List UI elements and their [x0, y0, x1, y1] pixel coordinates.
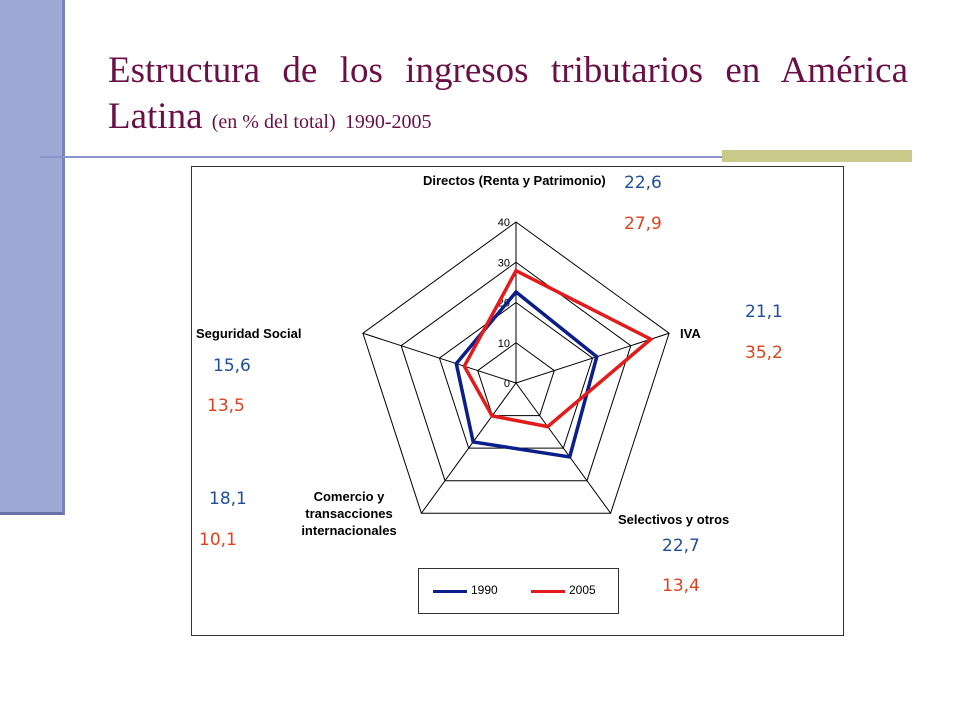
series-point-1990-2	[568, 455, 572, 459]
series-point-2005-1	[649, 337, 653, 341]
series-point-2005-3	[490, 414, 494, 418]
title-years: 1990-2005	[344, 111, 432, 133]
axis-label-selectivos: Selectivos y otros	[618, 512, 730, 527]
series-point-1990-0	[514, 290, 518, 294]
axis-spoke-3	[420, 382, 517, 514]
legend-label-1990: 1990	[471, 583, 498, 597]
legend-swatch-2005	[531, 590, 565, 593]
grid-ring-10	[477, 342, 555, 417]
value-2005-directos: 27,9	[624, 214, 662, 234]
axis-spoke-1	[515, 332, 670, 384]
title-subtitle: (en % del total)	[211, 111, 336, 133]
axis-label-iva: IVA	[680, 326, 701, 341]
value-2005-selectivos: 13,4	[662, 576, 700, 596]
axis-spoke-4	[362, 332, 517, 384]
title-main: Estructura de los ingresos tributarios e…	[108, 50, 908, 137]
axis-label-directos: Directos (Renta y Patrimonio)	[423, 173, 606, 188]
value-2005-iva: 35,2	[745, 343, 783, 363]
value-1990-comercio: 18,1	[209, 489, 247, 509]
tick-label-30: 30	[498, 257, 510, 269]
grid-ring-30	[400, 261, 632, 482]
series-point-2005-2	[546, 425, 550, 429]
axis-spoke-2	[515, 382, 612, 514]
series-point-1990-3	[471, 440, 475, 444]
value-2005-seguridad-social: 13,5	[207, 396, 245, 416]
tick-label-0: 0	[504, 378, 510, 390]
series-line-1990	[454, 289, 599, 459]
decorative-left-bar	[0, 0, 65, 515]
series-line-2005	[462, 268, 654, 429]
value-1990-seguridad-social: 15,6	[213, 356, 251, 376]
axis-label-seguridad-social: Seguridad Social	[196, 326, 302, 341]
legend-swatch-1990	[433, 590, 467, 593]
tick-label-10: 10	[498, 338, 510, 350]
axis-label-comercio: Comercio y transacciones internacionales	[301, 489, 397, 538]
chart-legend: 1990 2005	[418, 568, 619, 614]
series-point-2005-0	[514, 269, 518, 273]
slide-title: Estructura de los ingresos tributarios e…	[108, 48, 908, 145]
value-1990-iva: 21,1	[745, 302, 783, 322]
legend-label-2005: 2005	[569, 583, 596, 597]
value-2005-comercio: 10,1	[199, 530, 237, 550]
tick-label-40: 40	[498, 217, 510, 229]
title-divider	[40, 156, 910, 158]
radar-chart-frame	[191, 166, 844, 636]
value-1990-directos: 22,6	[624, 173, 662, 193]
series-point-2005-4	[462, 364, 466, 368]
series-point-1990-4	[454, 362, 458, 366]
series-point-1990-1	[595, 355, 599, 359]
value-1990-selectivos: 22,7	[662, 536, 700, 556]
grid-ring-40	[362, 221, 670, 514]
title-divider-accent	[722, 150, 912, 162]
